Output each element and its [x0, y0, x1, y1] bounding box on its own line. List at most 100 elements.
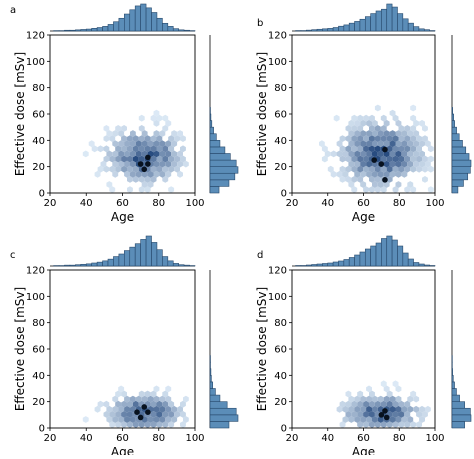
- x-tick-label: 80: [393, 433, 406, 444]
- right-hist-bar: [452, 147, 466, 154]
- top-hist-bar: [322, 29, 327, 31]
- dense-hex-cell: [141, 167, 147, 173]
- top-hist-bar: [338, 261, 343, 266]
- top-hist-bar: [141, 4, 146, 31]
- right-hist-bar: [452, 382, 455, 389]
- right-hist-bar: [210, 173, 235, 180]
- y-tick-label: 100: [268, 57, 287, 68]
- top-hist-bar: [141, 239, 146, 266]
- top-hist-bar: [86, 264, 91, 266]
- y-tick-label: 40: [32, 371, 45, 382]
- x-tick-label: 40: [321, 433, 334, 444]
- right-hist-bar: [210, 134, 216, 141]
- right-hist-bar: [452, 114, 454, 121]
- right-hist-bar: [210, 121, 212, 128]
- top-hist-bar: [108, 259, 113, 266]
- dense-hex-cell: [145, 161, 151, 167]
- right-hist-bar: [452, 140, 462, 147]
- hex-cell: [375, 105, 381, 112]
- x-tick-label: 60: [357, 433, 370, 444]
- top-hist-bar: [296, 266, 301, 267]
- right-hist-bar: [452, 180, 463, 187]
- top-hist-bar: [408, 23, 413, 31]
- top-hist-bar: [371, 14, 376, 31]
- top-hist-bar: [403, 19, 408, 31]
- top-hist-bar: [381, 9, 386, 31]
- x-tick-label: 60: [116, 433, 129, 444]
- hex-cell: [422, 176, 428, 183]
- right-hist-bar: [210, 402, 227, 409]
- y-tick-label: 40: [274, 136, 287, 147]
- dense-hex-cell: [384, 415, 390, 421]
- right-hist-bar: [210, 147, 225, 154]
- top-hist-bar: [86, 29, 91, 31]
- x-axis-label: Age: [352, 210, 375, 224]
- panel-label: a: [10, 5, 16, 16]
- top-hist-bar: [397, 246, 402, 266]
- right-hist-bar: [210, 140, 220, 147]
- top-hist-bar: [376, 11, 381, 31]
- dense-hex-cell: [371, 157, 377, 163]
- top-hist-bar: [403, 253, 408, 266]
- top-hist-bar: [179, 265, 184, 266]
- top-hist-bar: [130, 247, 135, 266]
- top-hist-bar: [103, 26, 108, 31]
- top-hist-bar: [333, 28, 338, 31]
- hexbin-layer: [83, 110, 189, 193]
- top-hist-bar: [312, 265, 317, 267]
- top-hist-bar: [81, 29, 86, 31]
- hex-cell: [83, 416, 89, 423]
- hex-cell: [83, 151, 89, 158]
- right-hist-bar: [452, 107, 453, 114]
- x-tick-label: 80: [393, 198, 406, 209]
- y-tick-label: 60: [274, 345, 287, 356]
- top-hist-bar: [360, 252, 365, 266]
- x-axis-label: Age: [111, 210, 134, 224]
- panel-label: b: [257, 18, 263, 29]
- y-tick-label: 100: [268, 292, 287, 303]
- x-axis-label: Age: [111, 445, 134, 455]
- top-hist-bar: [392, 7, 397, 31]
- top-hist-bar: [97, 28, 102, 31]
- top-hist-bar: [168, 26, 173, 31]
- right-hist-bar: [452, 173, 468, 180]
- y-tick-label: 60: [274, 110, 287, 121]
- right-hist-bar: [452, 121, 455, 128]
- right-hist-bar: [452, 369, 453, 376]
- y-tick-label: 20: [274, 397, 287, 408]
- x-tick-label: 40: [80, 198, 93, 209]
- top-hist-bar: [387, 4, 392, 31]
- right-hist-bar: [210, 421, 229, 428]
- x-tick-label: 20: [286, 198, 299, 209]
- top-hist-bar: [184, 265, 189, 266]
- x-tick-label: 20: [44, 433, 57, 444]
- right-hist-bar: [210, 114, 211, 121]
- top-hist-bar: [113, 22, 118, 31]
- right-hist-bar: [210, 369, 211, 376]
- top-hist-bar: [65, 265, 70, 266]
- top-hist-bar: [301, 266, 306, 267]
- top-hist-bar: [414, 263, 419, 267]
- x-tick-label: 20: [44, 198, 57, 209]
- right-hist-bar: [452, 167, 470, 174]
- top-hist-bar: [119, 254, 124, 266]
- right-hist-bar: [210, 395, 220, 402]
- top-hist-bar: [344, 260, 349, 267]
- right-hist-bar: [452, 402, 465, 409]
- top-hist-bar: [124, 14, 129, 31]
- top-hist-bar: [424, 30, 429, 31]
- top-hist-bar: [75, 265, 80, 266]
- dense-hex-cell: [145, 155, 151, 161]
- top-hist-bar: [81, 264, 86, 266]
- x-tick-label: 40: [80, 433, 93, 444]
- right-hist-bar: [452, 127, 457, 134]
- top-hist-bar: [168, 261, 173, 266]
- top-hist-bar: [322, 264, 327, 267]
- right-hist-bar: [210, 186, 219, 193]
- top-hist-bar: [124, 251, 129, 266]
- top-hist-bar: [328, 263, 333, 266]
- dense-hex-cell: [138, 161, 144, 167]
- y-axis-label: Effective dose [mSv]: [13, 287, 27, 411]
